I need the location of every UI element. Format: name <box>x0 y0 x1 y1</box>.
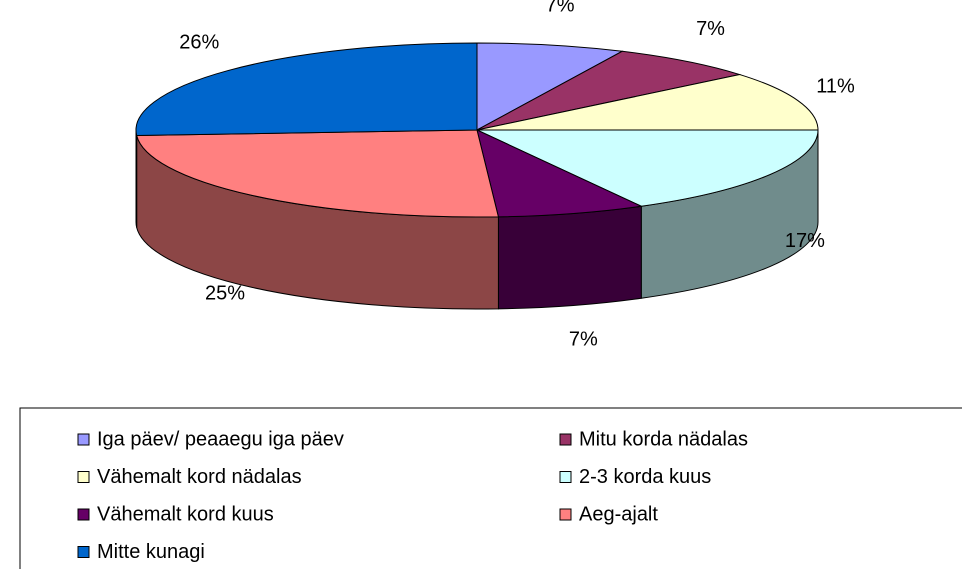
legend-swatch <box>559 433 572 446</box>
slice <box>476 129 644 218</box>
slice <box>476 74 819 131</box>
legend-label: Aeg-ajalt <box>579 503 658 525</box>
legend-label: Vähemalt kord kuus <box>97 503 274 525</box>
data-label: 11% <box>816 75 855 97</box>
slice <box>476 50 742 131</box>
slice <box>136 129 500 218</box>
legend-swatch <box>77 508 90 521</box>
slice-side <box>135 129 138 228</box>
data-label: 25% <box>205 283 245 305</box>
data-label: 26% <box>179 31 219 53</box>
legend-swatch <box>77 433 90 446</box>
legend-label: Iga päev/ peaaegu iga päev <box>97 428 344 450</box>
legend-label: 2-3 korda kuus <box>579 466 711 488</box>
legend-swatch <box>77 471 90 483</box>
data-label: 7% <box>569 329 598 351</box>
legend-box <box>19 407 962 569</box>
legend-label: Mitte kunagi <box>97 541 205 563</box>
slice <box>476 129 819 207</box>
slice <box>135 42 478 136</box>
legend-label: Vähemalt kord nädalas <box>97 466 302 488</box>
legend-swatch <box>559 508 572 521</box>
slice <box>476 42 624 131</box>
legend-label: Mitu korda nädalas <box>579 428 748 450</box>
data-label: 17% <box>785 230 825 252</box>
legend-swatch <box>77 546 90 558</box>
legend-swatch <box>559 471 572 483</box>
data-label: 7% <box>696 18 725 40</box>
data-label: 7% <box>546 0 575 16</box>
slice-side <box>497 205 642 310</box>
